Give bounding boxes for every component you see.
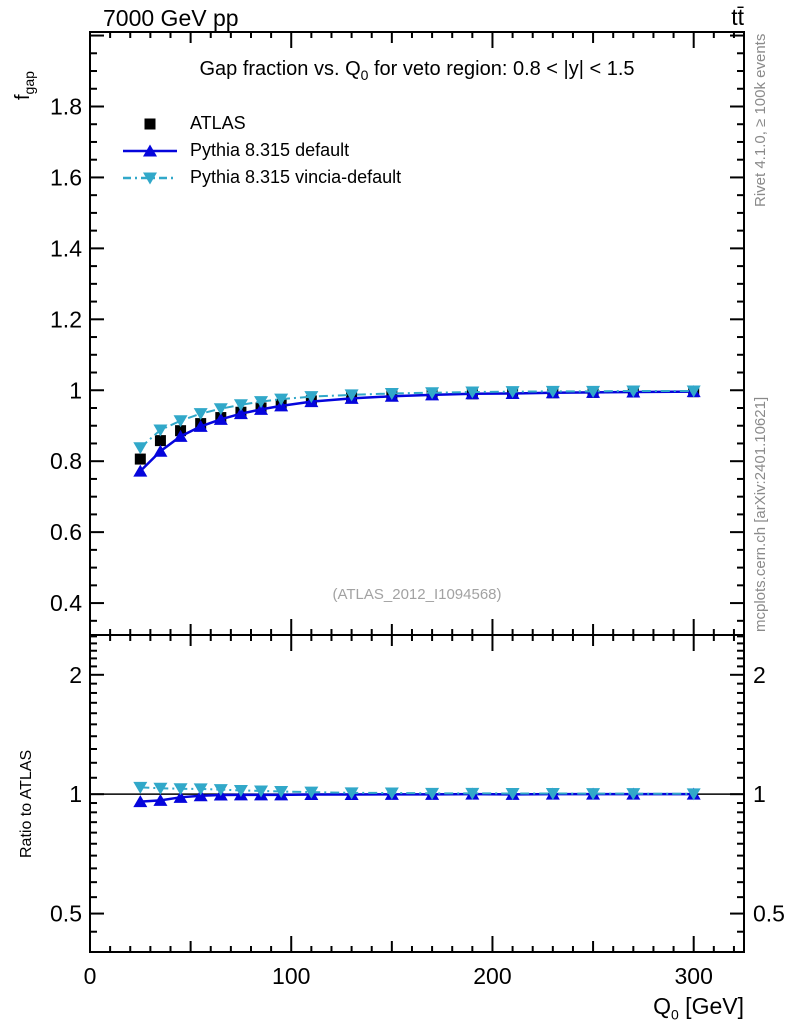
plot-title-subscript: 0 <box>360 67 369 83</box>
data-series <box>90 385 744 808</box>
analysis-watermark: (ATLAS_2012_I1094568) <box>332 586 502 603</box>
svg-text:200: 200 <box>473 963 511 989</box>
legend-label-pythia-vincia: Pythia 8.315 vincia-default <box>190 167 402 187</box>
legend-marker-pythia-default-icon <box>123 144 177 156</box>
svg-text:1.8: 1.8 <box>50 93 82 119</box>
tick-labels: 0 100 200 300 0.4 0.6 0.8 1 1.2 1.4 1.6 1.8 0.5 0.5 1 1… <box>50 93 785 989</box>
svg-text:1.4: 1.4 <box>50 235 82 261</box>
legend-label-pythia-default: Pythia 8.315 default <box>190 140 350 160</box>
x-axis-title-sub: 0 <box>671 1006 679 1023</box>
x-axis-title: Q0 [GeV] <box>653 993 744 1023</box>
svg-text:2: 2 <box>753 662 766 688</box>
svg-text:2: 2 <box>69 662 82 688</box>
series-pythia-8-315-vincia-default <box>133 385 701 455</box>
svg-text:0.5: 0.5 <box>50 901 82 927</box>
legend-item-atlas: ATLAS <box>121 110 401 137</box>
svg-text:0.5: 0.5 <box>753 901 785 927</box>
x-axis-title-main: Q <box>653 993 671 1019</box>
svg-text:1.6: 1.6 <box>50 164 82 190</box>
y-axis-title: fgap <box>12 71 37 100</box>
svg-text:0.8: 0.8 <box>50 448 82 474</box>
ratio-axis-title: Ratio to ATLAS <box>18 749 35 858</box>
svg-text:1: 1 <box>69 781 82 807</box>
legend-item-pythia-default: Pythia 8.315 default <box>121 137 401 164</box>
svg-text:0.6: 0.6 <box>50 519 82 545</box>
svg-text:0.4: 0.4 <box>50 590 82 616</box>
x-axis-title-unit: [GeV] <box>678 993 744 1019</box>
legend: ATLAS Pythia 8.315 default Pythia 8.315 … <box>121 110 401 191</box>
y-axis-title-main: f <box>12 94 34 100</box>
svg-text:0: 0 <box>84 963 97 989</box>
plot-title-suffix: for veto region: 0.8 < |y| < 1.5 <box>368 58 635 80</box>
series-pythia-8-315-vincia-default <box>133 781 701 801</box>
legend-item-pythia-vincia: Pythia 8.315 vincia-default <box>121 164 401 191</box>
legend-label-atlas: ATLAS <box>190 113 246 133</box>
svg-text:1: 1 <box>69 377 82 403</box>
ratio-panel-frame <box>89 634 745 953</box>
beam-energy-label: 7000 GeV pp <box>103 5 239 31</box>
rivet-version-credit: Rivet 4.1.0, ≥ 100k events <box>752 33 769 207</box>
plot-title: Gap fraction vs. Q0 for veto region: 0.8… <box>90 58 744 83</box>
panel-frames <box>89 31 745 953</box>
svg-text:1: 1 <box>753 781 766 807</box>
series-pythia-8-315-default <box>133 385 701 477</box>
legend-marker-atlas-icon <box>144 118 156 129</box>
svg-text:1.2: 1.2 <box>50 306 82 332</box>
legend-marker-pythia-vincia-icon <box>123 172 177 184</box>
svg-text:300: 300 <box>675 963 713 989</box>
series-atlas <box>134 386 700 465</box>
y-axis-title-sub: gap <box>21 71 37 95</box>
mcplots-credit: mcplots.cern.ch [arXiv:2401.10621] <box>752 396 769 632</box>
plot-title-prefix: Gap fraction vs. Q <box>199 58 361 80</box>
process-label: tt̄ <box>731 4 744 30</box>
svg-text:100: 100 <box>272 963 310 989</box>
